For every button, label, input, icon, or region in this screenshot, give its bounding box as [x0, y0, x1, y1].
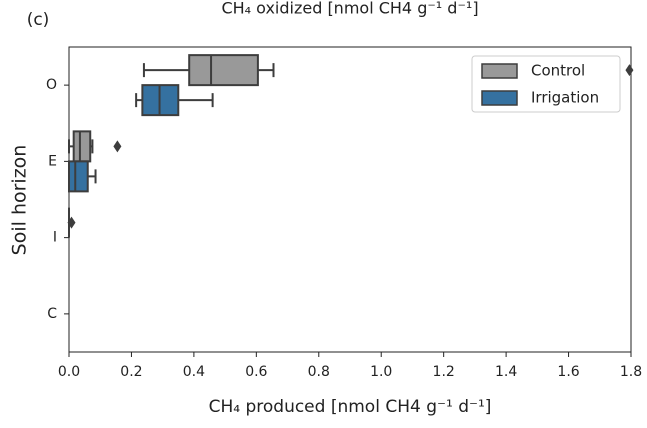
y-tick-label: O	[46, 77, 57, 93]
outlier	[113, 140, 122, 153]
legend-swatch	[481, 63, 518, 79]
y-tick-label: E	[48, 153, 57, 169]
legend-label: Irrigation	[531, 89, 599, 107]
x-tick-label: 1.2	[433, 364, 455, 380]
legend-label: Control	[531, 62, 585, 80]
chart-title: CH₄ oxidized [nmol CH4 g⁻¹ d⁻¹]	[221, 0, 478, 18]
outlier	[625, 64, 634, 77]
x-tick-label: 0.8	[308, 364, 330, 380]
legend-swatch	[481, 90, 518, 106]
y-tick-label: I	[53, 230, 57, 246]
y-tick-label: C	[47, 306, 57, 322]
x-tick-label: 1.4	[495, 364, 517, 380]
x-tick-label: 0.4	[183, 364, 205, 380]
x-axis-label: CH₄ produced [nmol CH4 g⁻¹ d⁻¹]	[209, 397, 492, 417]
box	[72, 130, 92, 163]
box	[68, 160, 89, 193]
panel-label: (c)	[27, 10, 50, 30]
outlier	[67, 216, 76, 229]
x-tick-label: 1.8	[620, 364, 642, 380]
x-tick-label: 0.6	[245, 364, 267, 380]
x-tick-label: 1.0	[370, 364, 392, 380]
plot-frame	[68, 46, 632, 353]
x-tick-label: 0.0	[58, 364, 80, 380]
y-axis-label: Soil horizon	[9, 145, 31, 256]
x-tick-label: 1.6	[557, 364, 579, 380]
box	[188, 54, 259, 87]
x-tick-label: 0.2	[120, 364, 142, 380]
